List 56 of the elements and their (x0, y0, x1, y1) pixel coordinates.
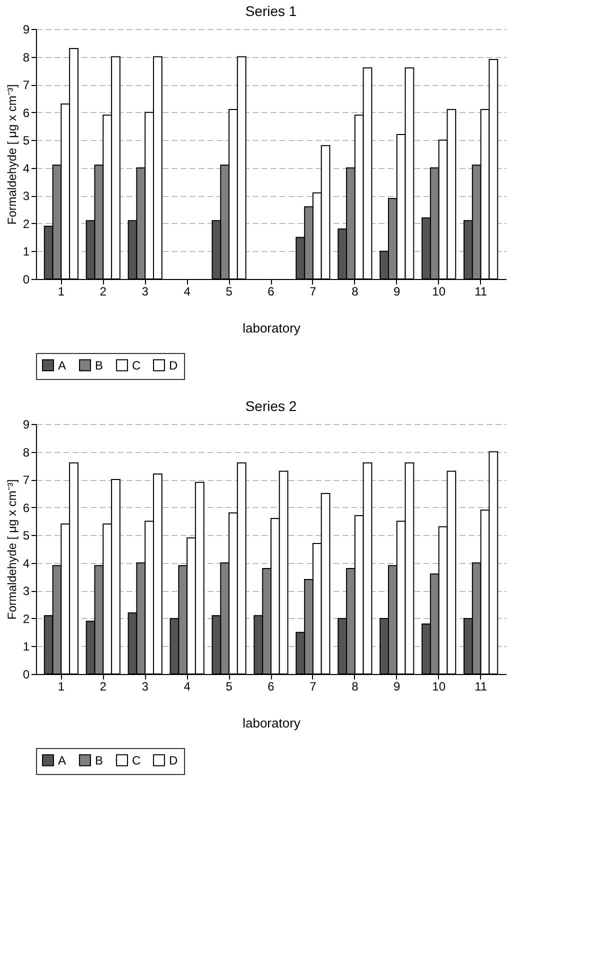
y-tick-label: 8 (22, 50, 30, 64)
y-tick-label: 8 (22, 445, 30, 460)
x-tick-label: 4 (184, 680, 191, 694)
x-axis-title: laboratory (242, 320, 301, 336)
y-tick-label: 9 (22, 418, 30, 432)
x-tick-label: 1 (58, 284, 65, 298)
x-tick-label: 8 (352, 680, 359, 694)
y-tick-label: 6 (22, 106, 30, 120)
x-tick-label: 6 (268, 680, 275, 694)
y-tick-label: 6 (22, 500, 30, 515)
y-tick-label: 5 (22, 134, 30, 148)
chart-title: Series 2 (245, 398, 297, 414)
y-tick-label: 7 (22, 78, 30, 92)
x-tick-label: 9 (394, 284, 401, 298)
legend-label: C (132, 358, 141, 372)
chart-title: Series 1 (245, 3, 297, 19)
x-tick-label: 3 (142, 680, 149, 694)
x-tick-label: 9 (394, 680, 401, 694)
x-tick-label: 7 (310, 284, 317, 298)
legend-label: B (95, 753, 104, 768)
y-tick-label: 4 (22, 556, 30, 570)
y-tick-label: 2 (22, 216, 30, 231)
legend-label: D (169, 753, 178, 768)
x-tick-label: 2 (100, 680, 107, 694)
x-tick-label: 3 (142, 284, 149, 298)
y-tick-label: 0 (22, 668, 30, 682)
x-tick-label: 4 (184, 284, 191, 298)
legend-label: A (58, 753, 66, 768)
x-tick-label: 10 (432, 284, 446, 298)
x-tick-label: 11 (474, 284, 488, 298)
y-tick-label: 0 (22, 272, 30, 286)
legend-label: A (58, 358, 66, 372)
x-tick-label: 5 (226, 284, 233, 298)
x-tick-label: 2 (100, 284, 107, 298)
legend-label: B (95, 358, 104, 372)
y-tick-label: 3 (22, 189, 30, 204)
x-tick-label: 11 (474, 680, 488, 694)
x-tick-label: 1 (58, 680, 65, 694)
x-tick-label: 8 (352, 284, 359, 298)
y-tick-label: 7 (22, 473, 30, 488)
y-tick-label: 4 (22, 161, 30, 176)
x-tick-label: 10 (432, 680, 446, 694)
y-axis-title: Formaldehyde [ μg x cm⁻³] (4, 479, 19, 620)
y-tick-label: 1 (22, 640, 30, 654)
x-axis-title: laboratory (242, 716, 301, 730)
y-tick-label: 3 (22, 584, 30, 598)
x-tick-label: 6 (268, 284, 275, 298)
y-tick-label: 1 (22, 244, 30, 259)
y-tick-label: 5 (22, 528, 30, 543)
y-axis-title: Formaldehyde [ μg x cm⁻³] (4, 84, 19, 225)
legend-label: C (132, 753, 141, 768)
y-tick-label: 2 (22, 612, 30, 626)
x-tick-label: 5 (226, 680, 233, 694)
y-tick-label: 9 (22, 22, 30, 36)
x-tick-label: 7 (310, 680, 317, 694)
legend-label: D (169, 358, 178, 372)
